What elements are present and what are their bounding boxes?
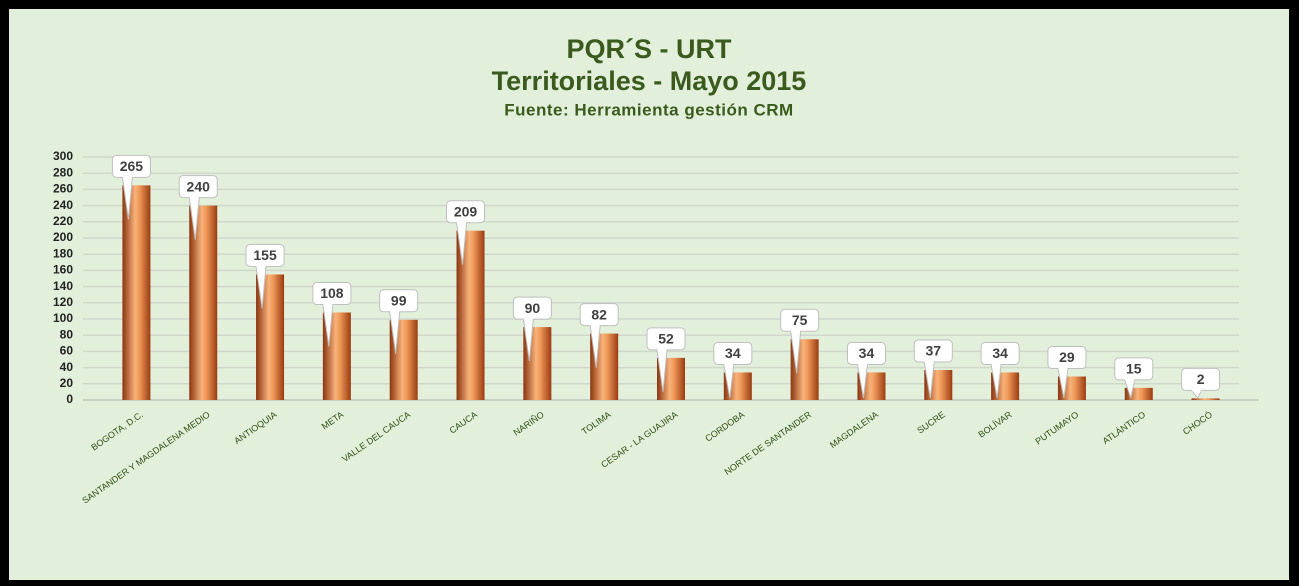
- data-label: 265: [111, 154, 151, 220]
- y-tick-label: 40: [60, 360, 74, 374]
- y-tick-label: 100: [53, 311, 73, 325]
- x-tick-label: SUCRE: [915, 409, 947, 435]
- y-tick-label: 300: [53, 149, 73, 163]
- data-label: 155: [245, 243, 285, 309]
- callout-join: [1125, 377, 1135, 381]
- callout-join: [323, 302, 333, 306]
- data-label: 82: [579, 303, 619, 368]
- data-label: 2: [1181, 367, 1221, 399]
- callout-join: [724, 362, 734, 366]
- value-label: 240: [187, 178, 211, 194]
- bar: [1191, 398, 1220, 400]
- data-label: 108: [312, 282, 352, 347]
- value-label: 82: [591, 306, 607, 322]
- value-label: 90: [525, 300, 541, 316]
- data-label: 34: [713, 341, 753, 399]
- value-label: 108: [320, 285, 344, 301]
- data-label: 52: [646, 327, 686, 392]
- callout-join: [657, 347, 667, 351]
- value-label: 29: [1059, 349, 1075, 365]
- value-label: 99: [391, 293, 407, 309]
- callout-join: [857, 362, 867, 366]
- y-tick-label: 200: [53, 230, 73, 244]
- callout-join: [189, 195, 199, 199]
- data-label: 34: [980, 341, 1020, 399]
- callout: [1190, 389, 1203, 399]
- data-label: 34: [846, 341, 886, 399]
- x-tick-label: MAGDALENA: [828, 409, 880, 450]
- callout-join: [791, 329, 801, 333]
- data-label: 90: [512, 296, 552, 362]
- x-tick-label: CHOCÓ: [1181, 409, 1214, 436]
- y-tick-label: 160: [53, 263, 73, 277]
- y-tick-label: 220: [53, 214, 73, 228]
- bar: [122, 185, 151, 400]
- value-label: 15: [1126, 361, 1142, 377]
- y-tick-label: 80: [60, 327, 74, 341]
- y-tick-label: 260: [53, 182, 73, 196]
- callout-join: [457, 220, 467, 224]
- data-label: 75: [780, 308, 820, 374]
- callout-join: [122, 175, 132, 179]
- callout-join: [256, 264, 266, 268]
- value-label: 209: [454, 203, 478, 219]
- y-tick-label: 60: [60, 344, 74, 358]
- y-tick-label: 120: [53, 295, 73, 309]
- callout-join: [1058, 366, 1068, 370]
- callout-join: [924, 360, 934, 364]
- y-tick-label: 180: [53, 246, 73, 260]
- value-label: 52: [658, 331, 674, 347]
- x-tick-label: TOLIMA: [580, 409, 613, 436]
- chart-title: PQR´S - URT: [567, 34, 733, 64]
- x-tick-label: META: [320, 409, 346, 431]
- bar: [189, 205, 218, 400]
- value-label: 155: [253, 247, 277, 263]
- x-tick-label: NARIÑO: [511, 409, 545, 437]
- callout-join: [590, 323, 600, 327]
- callout-join: [523, 317, 533, 321]
- y-tick-label: 280: [53, 165, 73, 179]
- value-label: 75: [792, 312, 808, 328]
- value-label: 34: [725, 345, 741, 361]
- x-tick-label: VALLE DEL CAUCA: [340, 409, 412, 464]
- value-label: 34: [992, 345, 1008, 361]
- data-label: 209: [446, 200, 486, 265]
- data-label: 37: [913, 339, 953, 399]
- bar: [456, 230, 485, 400]
- data-label: 29: [1047, 346, 1087, 399]
- value-label: 37: [926, 343, 942, 359]
- x-tick-label: CORDOBA: [703, 409, 746, 443]
- y-tick-label: 240: [53, 198, 73, 212]
- x-tick-label: ATLÁNTICO: [1101, 409, 1148, 446]
- y-tick-label: 0: [66, 392, 73, 406]
- x-tick-label: BOLÍVAR: [976, 409, 1014, 439]
- callout-join: [1192, 388, 1202, 392]
- value-label: 2: [1197, 371, 1205, 387]
- value-label: 265: [120, 158, 144, 174]
- x-tick-label: SANTANDER Y MAGDALENA MEDIO: [80, 409, 212, 505]
- y-tick-label: 140: [53, 279, 73, 293]
- callout-join: [390, 309, 400, 313]
- chart-subtitle: Territoriales - Mayo 2015: [492, 66, 807, 96]
- data-label: 99: [379, 289, 419, 354]
- chart: PQR´S - URT Territoriales - Mayo 2015 Fu…: [53, 34, 1259, 506]
- callout-join: [991, 362, 1001, 366]
- x-tick-label: PUTUMAYO: [1033, 409, 1080, 446]
- chart-note: Fuente: Herramienta gestión CRM: [504, 100, 793, 119]
- data-label: 15: [1114, 357, 1154, 400]
- x-tick-label: CAUCA: [447, 409, 479, 435]
- x-tick-label: ANTIOQUIA: [232, 409, 278, 446]
- data-label: 240: [178, 175, 218, 240]
- value-label: 34: [859, 345, 875, 361]
- x-tick-label: BOGOTA, D.C.: [89, 409, 145, 452]
- y-tick-label: 20: [60, 376, 74, 390]
